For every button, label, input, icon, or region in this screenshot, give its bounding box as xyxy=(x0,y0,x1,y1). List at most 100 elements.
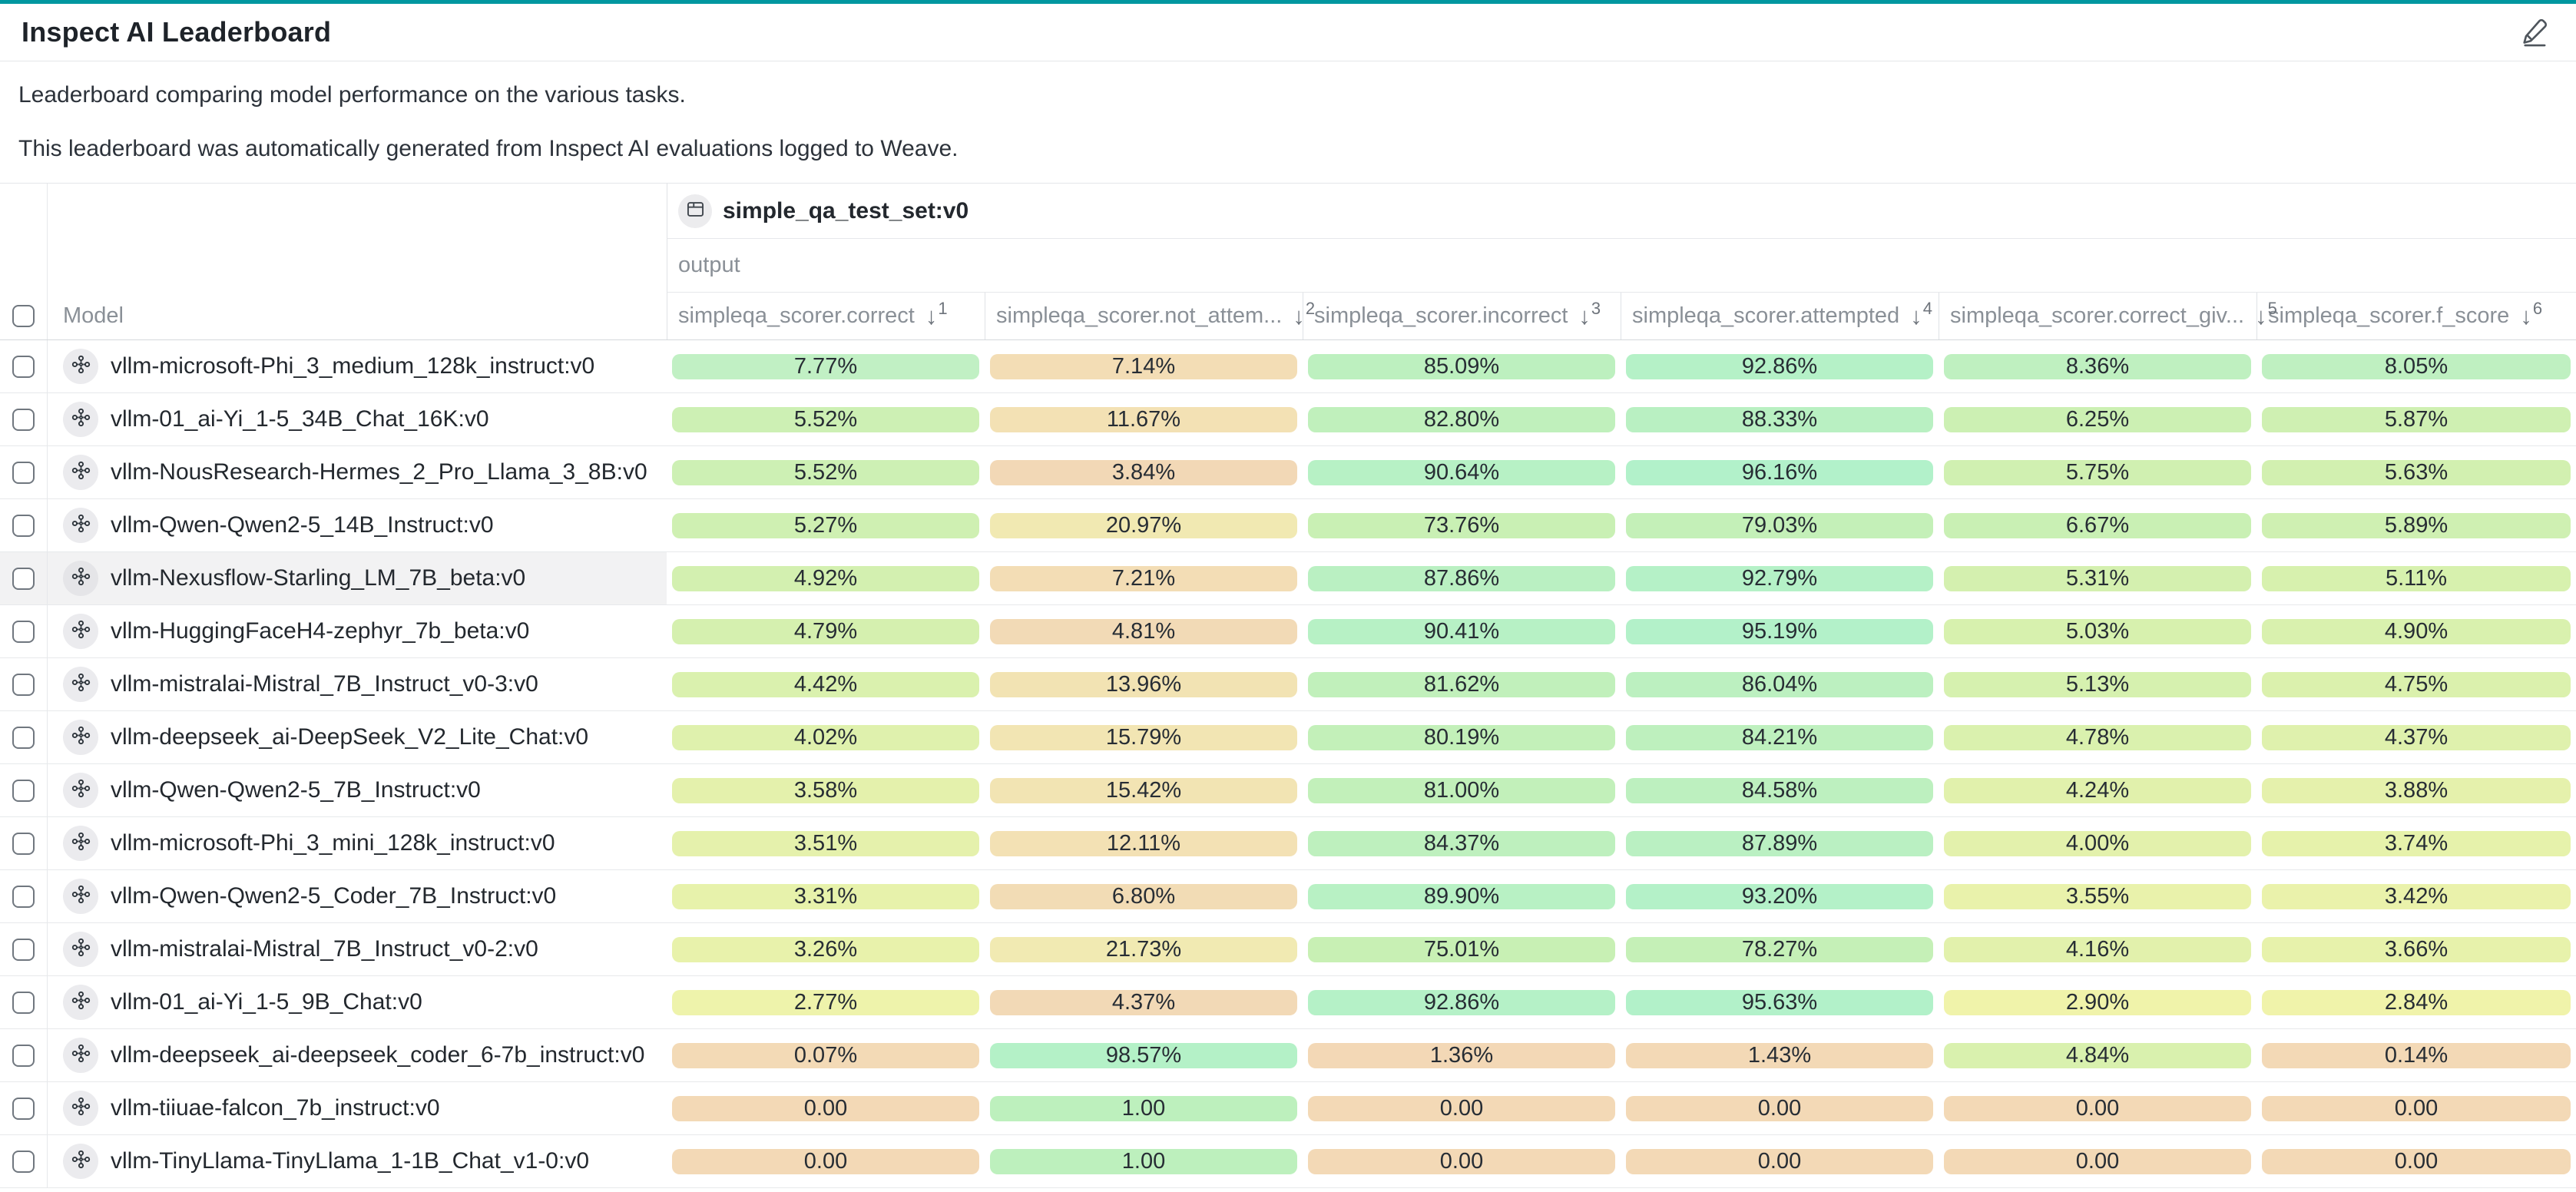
model-cell[interactable]: vllm-Qwen-Qwen2-5_Coder_7B_Instruct:v0 xyxy=(48,870,667,922)
row-checkbox[interactable] xyxy=(12,355,35,378)
row-checkbox[interactable] xyxy=(12,461,35,484)
metric-value[interactable]: 4.02% xyxy=(672,724,979,750)
metric-value[interactable]: 87.86% xyxy=(1308,565,1615,591)
metric-value[interactable]: 4.79% xyxy=(672,618,979,644)
metric-value[interactable]: 13.96% xyxy=(990,671,1297,697)
metric-value[interactable]: 3.26% xyxy=(672,936,979,962)
model-name[interactable]: vllm-mistralai-Mistral_7B_Instruct_v0-3:… xyxy=(111,671,538,697)
metric-value[interactable]: 4.78% xyxy=(1944,724,2251,750)
metric-value[interactable]: 5.03% xyxy=(1944,618,2251,644)
metric-value[interactable]: 7.21% xyxy=(990,565,1297,591)
model-name[interactable]: vllm-mistralai-Mistral_7B_Instruct_v0-2:… xyxy=(111,936,538,962)
metric-value[interactable]: 92.86% xyxy=(1626,353,1933,379)
metric-value[interactable]: 93.20% xyxy=(1626,883,1933,909)
row-checkbox[interactable] xyxy=(12,938,35,961)
model-name[interactable]: vllm-microsoft-Phi_3_mini_128k_instruct:… xyxy=(111,830,555,856)
metric-value[interactable]: 7.14% xyxy=(990,353,1297,379)
model-name[interactable]: vllm-Nexusflow-Starling_LM_7B_beta:v0 xyxy=(111,565,526,591)
sort-indicator[interactable]: ↓2 xyxy=(1293,299,1315,330)
row-checkbox[interactable] xyxy=(12,620,35,643)
table-row[interactable]: vllm-TinyLlama-TinyLlama_1-1B_Chat_v1-0:… xyxy=(0,1135,2576,1188)
metric-value[interactable]: 73.76% xyxy=(1308,512,1615,538)
select-all-checkbox[interactable] xyxy=(12,305,35,327)
metric-value[interactable]: 0.00 xyxy=(2262,1095,2571,1121)
metric-value[interactable]: 75.01% xyxy=(1308,936,1615,962)
metric-column-header[interactable]: simpleqa_scorer.not_attem... ↓2 xyxy=(985,293,1315,339)
metric-value[interactable]: 6.67% xyxy=(1944,512,2251,538)
metric-value[interactable]: 92.86% xyxy=(1308,989,1615,1015)
metric-value[interactable]: 0.00 xyxy=(1626,1148,1933,1174)
metric-value[interactable]: 5.52% xyxy=(672,459,979,485)
metric-value[interactable]: 90.64% xyxy=(1308,459,1615,485)
table-row[interactable]: vllm-01_ai-Yi_1-5_9B_Chat:v0 2.77% 4.37% 92… xyxy=(0,976,2576,1029)
metric-value[interactable]: 1.00 xyxy=(990,1095,1297,1121)
dataset-header-cell[interactable]: simple_qa_test_set:v0 xyxy=(667,184,2576,239)
row-checkbox[interactable] xyxy=(12,991,35,1014)
metric-value[interactable]: 21.73% xyxy=(990,936,1297,962)
metric-value[interactable]: 92.79% xyxy=(1626,565,1933,591)
metric-value[interactable]: 6.80% xyxy=(990,883,1297,909)
model-cell[interactable]: vllm-microsoft-Phi_3_medium_128k_instruc… xyxy=(48,340,667,392)
table-row[interactable]: vllm-microsoft-Phi_3_mini_128k_instruct:… xyxy=(0,817,2576,870)
metric-value[interactable]: 82.80% xyxy=(1308,406,1615,432)
metric-column-header[interactable]: simpleqa_scorer.f_score ↓6 xyxy=(2256,293,2576,339)
metric-value[interactable]: 0.14% xyxy=(2262,1042,2571,1068)
metric-value[interactable]: 11.67% xyxy=(990,406,1297,432)
model-name[interactable]: vllm-Qwen-Qwen2-5_Coder_7B_Instruct:v0 xyxy=(111,883,557,909)
metric-value[interactable]: 1.00 xyxy=(990,1148,1297,1174)
metric-value[interactable]: 4.90% xyxy=(2262,618,2571,644)
model-column-header[interactable]: Model xyxy=(48,293,667,339)
model-cell[interactable]: vllm-HuggingFaceH4-zephyr_7b_beta:v0 xyxy=(48,605,667,657)
metric-value[interactable]: 5.52% xyxy=(672,406,979,432)
metric-value[interactable]: 87.89% xyxy=(1626,830,1933,856)
model-cell[interactable]: vllm-deepseek_ai-DeepSeek_V2_Lite_Chat:v… xyxy=(48,711,667,763)
metric-value[interactable]: 4.16% xyxy=(1944,936,2251,962)
model-name[interactable]: vllm-microsoft-Phi_3_medium_128k_instruc… xyxy=(111,353,595,379)
table-row[interactable]: vllm-mistralai-Mistral_7B_Instruct_v0-2:… xyxy=(0,923,2576,976)
dataset-name[interactable]: simple_qa_test_set:v0 xyxy=(723,197,969,224)
row-checkbox[interactable] xyxy=(12,408,35,431)
metric-value[interactable]: 2.90% xyxy=(1944,989,2251,1015)
sort-indicator[interactable]: ↓4 xyxy=(1910,299,1932,330)
metric-value[interactable]: 5.75% xyxy=(1944,459,2251,485)
model-name[interactable]: vllm-TinyLlama-TinyLlama_1-1B_Chat_v1-0:… xyxy=(111,1148,590,1174)
metric-value[interactable]: 3.42% xyxy=(2262,883,2571,909)
metric-value[interactable]: 88.33% xyxy=(1626,406,1933,432)
metric-value[interactable]: 5.89% xyxy=(2262,512,2571,538)
table-row[interactable]: vllm-Qwen-Qwen2-5_14B_Instruct:v0 5.27% 20… xyxy=(0,499,2576,552)
table-row[interactable]: vllm-deepseek_ai-deepseek_coder_6-7b_ins… xyxy=(0,1029,2576,1082)
model-name[interactable]: vllm-NousResearch-Hermes_2_Pro_Llama_3_8… xyxy=(111,459,647,485)
sort-indicator[interactable]: ↓3 xyxy=(1578,299,1601,330)
row-checkbox[interactable] xyxy=(12,779,35,802)
metric-value[interactable]: 78.27% xyxy=(1626,936,1933,962)
metric-value[interactable]: 4.81% xyxy=(990,618,1297,644)
metric-value[interactable]: 4.37% xyxy=(2262,724,2571,750)
model-cell[interactable]: vllm-deepseek_ai-deepseek_coder_6-7b_ins… xyxy=(48,1029,667,1081)
metric-column-header[interactable]: simpleqa_scorer.incorrect ↓3 xyxy=(1303,293,1621,339)
model-name[interactable]: vllm-Qwen-Qwen2-5_7B_Instruct:v0 xyxy=(111,777,481,803)
metric-value[interactable]: 3.31% xyxy=(672,883,979,909)
metric-value[interactable]: 1.36% xyxy=(1308,1042,1615,1068)
metric-value[interactable]: 15.42% xyxy=(990,777,1297,803)
metric-value[interactable]: 5.13% xyxy=(1944,671,2251,697)
metric-value[interactable]: 0.00 xyxy=(1944,1148,2251,1174)
metric-value[interactable]: 3.84% xyxy=(990,459,1297,485)
model-name[interactable]: vllm-deepseek_ai-deepseek_coder_6-7b_ins… xyxy=(111,1042,645,1068)
metric-value[interactable]: 0.00 xyxy=(672,1148,979,1174)
table-row[interactable]: vllm-NousResearch-Hermes_2_Pro_Llama_3_8… xyxy=(0,446,2576,499)
metric-value[interactable]: 20.97% xyxy=(990,512,1297,538)
metric-value[interactable]: 86.04% xyxy=(1626,671,1933,697)
metric-value[interactable]: 4.92% xyxy=(672,565,979,591)
metric-value[interactable]: 4.24% xyxy=(1944,777,2251,803)
metric-value[interactable]: 2.77% xyxy=(672,989,979,1015)
sort-indicator[interactable]: ↓6 xyxy=(2520,299,2542,330)
metric-column-header[interactable]: simpleqa_scorer.attempted ↓4 xyxy=(1621,293,1939,339)
metric-value[interactable]: 7.77% xyxy=(672,353,979,379)
sort-indicator[interactable]: ↓1 xyxy=(925,299,948,330)
metric-value[interactable]: 0.00 xyxy=(1308,1095,1615,1121)
model-cell[interactable]: vllm-tiiuae-falcon_7b_instruct:v0 xyxy=(48,1082,667,1134)
metric-value[interactable]: 1.43% xyxy=(1626,1042,1933,1068)
model-cell[interactable]: vllm-mistralai-Mistral_7B_Instruct_v0-2:… xyxy=(48,923,667,975)
model-cell[interactable]: vllm-mistralai-Mistral_7B_Instruct_v0-3:… xyxy=(48,658,667,710)
metric-value[interactable]: 3.66% xyxy=(2262,936,2571,962)
